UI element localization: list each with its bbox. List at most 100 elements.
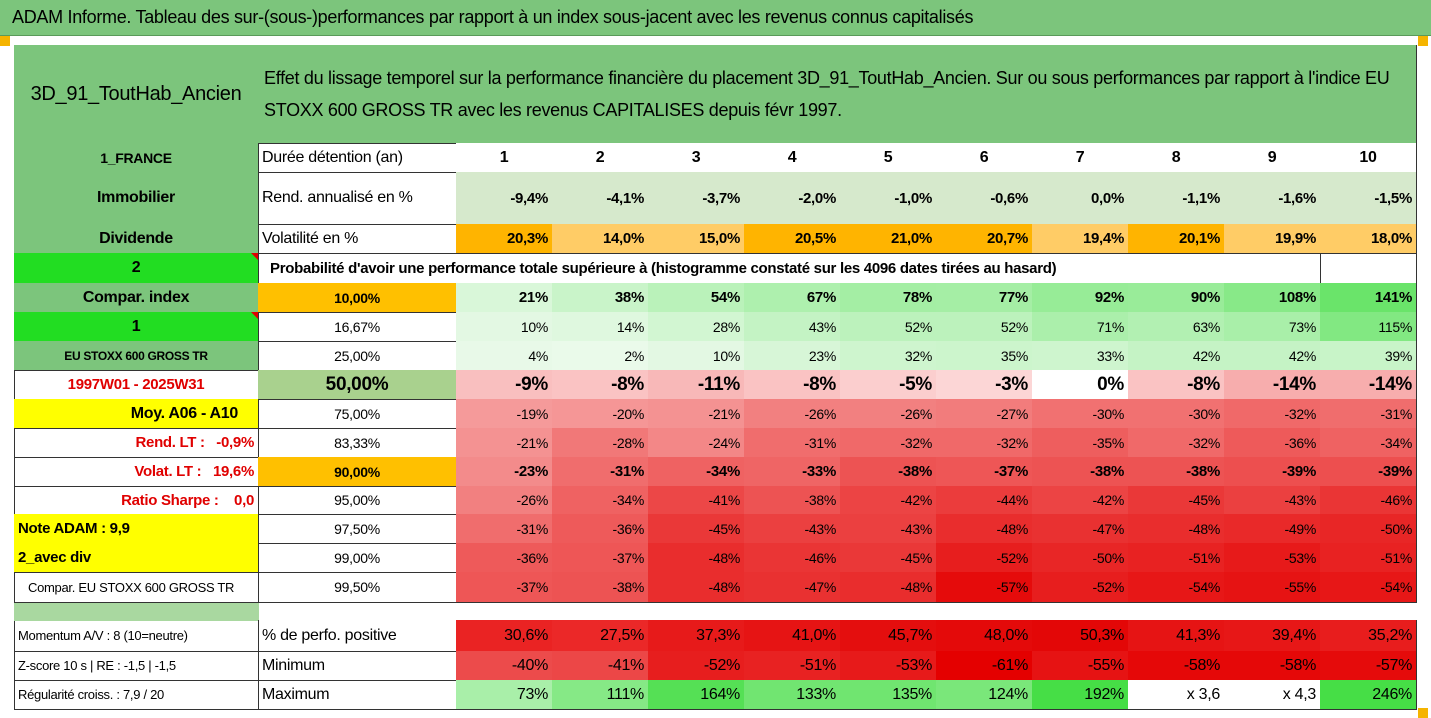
- value-cell: 14,0%: [552, 224, 649, 254]
- row-metric: 83,33%: [258, 428, 457, 458]
- value-cell: -42%: [840, 486, 937, 515]
- row-label: Ratio Sharpe : 0,0: [14, 486, 259, 515]
- value-cell: -30%: [1128, 399, 1225, 429]
- value-cell: 21%: [456, 283, 553, 313]
- row-label: Rend. LT : -0,9%: [14, 428, 259, 458]
- value-cell: -36%: [552, 514, 649, 544]
- value-cell: -52%: [936, 543, 1033, 573]
- value-cell: 52%: [840, 312, 937, 342]
- value-cell: 14%: [552, 312, 649, 342]
- value-cell: -46%: [744, 543, 841, 573]
- value-cell: -3,7%: [648, 172, 745, 225]
- row-metric: 50,00%: [258, 370, 457, 400]
- value-cell: -48%: [1128, 514, 1225, 544]
- corner-mark: [1418, 36, 1428, 46]
- value-cell: -47%: [1032, 514, 1129, 544]
- value-cell: 92%: [1032, 283, 1129, 313]
- value-cell: -14%: [1224, 370, 1321, 400]
- value-cell: -42%: [1032, 486, 1129, 515]
- value-cell: -31%: [552, 457, 649, 487]
- value-cell: 15,0%: [648, 224, 745, 254]
- value-cell: -1,5%: [1320, 172, 1417, 225]
- column-header: 6: [936, 143, 1033, 173]
- column-header: 7: [1032, 143, 1129, 173]
- value-cell: 20,5%: [744, 224, 841, 254]
- value-cell: -32%: [936, 428, 1033, 458]
- table-name: 3D_91_ToutHab_Ancien: [14, 45, 259, 144]
- value-cell: -37%: [936, 457, 1033, 487]
- column-header: 8: [1128, 143, 1225, 173]
- value-cell: 67%: [744, 283, 841, 313]
- row-label: Dividende: [14, 224, 259, 254]
- row-metric: Maximum: [258, 680, 457, 710]
- value-cell: 50,3%: [1032, 620, 1129, 652]
- value-cell: 28%: [648, 312, 745, 342]
- value-cell: 32%: [840, 341, 937, 371]
- value-cell: 115%: [1320, 312, 1417, 342]
- report-title: ADAM Informe. Tableau des sur-(sous-)per…: [0, 0, 1431, 36]
- value-cell: 27,5%: [552, 620, 649, 652]
- value-cell: -36%: [456, 543, 553, 573]
- value-cell: -57%: [936, 572, 1033, 603]
- value-cell: -54%: [1320, 572, 1417, 603]
- column-header: 2: [552, 143, 649, 173]
- section-caption: Probabilité d'avoir une performance tota…: [258, 253, 1225, 284]
- value-cell: 133%: [744, 680, 841, 710]
- row-metric: 99,50%: [258, 572, 457, 603]
- value-cell: 0,0%: [1032, 172, 1129, 225]
- value-cell: 78%: [840, 283, 937, 313]
- column-header: 3: [648, 143, 745, 173]
- row-label: Moy. A06 - A10: [14, 399, 259, 429]
- row-metric: 25,00%: [258, 341, 457, 371]
- value-cell: -58%: [1128, 651, 1225, 681]
- value-cell: -23%: [456, 457, 553, 487]
- value-cell: 37,3%: [648, 620, 745, 652]
- value-cell: 21,0%: [840, 224, 937, 254]
- value-cell: -9,4%: [456, 172, 553, 225]
- value-cell: -61%: [936, 651, 1033, 681]
- value-cell: -37%: [456, 572, 553, 603]
- row-label: Immobilier: [14, 172, 259, 225]
- value-cell: -48%: [840, 572, 937, 603]
- value-cell: -37%: [552, 543, 649, 573]
- value-cell: -55%: [1032, 651, 1129, 681]
- value-cell: -1,0%: [840, 172, 937, 225]
- value-cell: -11%: [648, 370, 745, 400]
- row-metric: 16,67%: [258, 312, 457, 342]
- value-cell: 39,4%: [1224, 620, 1321, 652]
- value-cell: -26%: [744, 399, 841, 429]
- value-cell: -50%: [1032, 543, 1129, 573]
- value-cell: 52%: [936, 312, 1033, 342]
- row-label: 1: [14, 312, 259, 342]
- value-cell: -36%: [1224, 428, 1321, 458]
- column-header: 1: [456, 143, 553, 173]
- value-cell: -26%: [840, 399, 937, 429]
- value-cell: -26%: [456, 486, 553, 515]
- value-cell: -53%: [1224, 543, 1321, 573]
- value-cell: 111%: [552, 680, 649, 710]
- value-cell: 19,4%: [1032, 224, 1129, 254]
- value-cell: -19%: [456, 399, 553, 429]
- value-cell: -31%: [456, 514, 553, 544]
- row-label: Compar. EU STOXX 600 GROSS TR: [14, 572, 259, 603]
- value-cell: 124%: [936, 680, 1033, 710]
- value-cell: 73%: [456, 680, 553, 710]
- value-cell: -51%: [1320, 543, 1417, 573]
- row-label: 2_avec div: [14, 543, 259, 573]
- value-cell: x 4,3: [1224, 680, 1321, 710]
- value-cell: -48%: [936, 514, 1033, 544]
- row-metric: % de perfo. positive: [258, 620, 457, 652]
- value-cell: -45%: [1128, 486, 1225, 515]
- spacer: [14, 602, 259, 621]
- row-metric: Minimum: [258, 651, 457, 681]
- value-cell: -8%: [744, 370, 841, 400]
- value-cell: -32%: [840, 428, 937, 458]
- value-cell: -38%: [744, 486, 841, 515]
- value-cell: 10%: [456, 312, 553, 342]
- value-cell: 48,0%: [936, 620, 1033, 652]
- value-cell: -8%: [552, 370, 649, 400]
- row-label: Compar. index: [14, 283, 259, 313]
- column-header: 9: [1224, 143, 1321, 173]
- value-cell: -52%: [648, 651, 745, 681]
- value-cell: -5%: [840, 370, 937, 400]
